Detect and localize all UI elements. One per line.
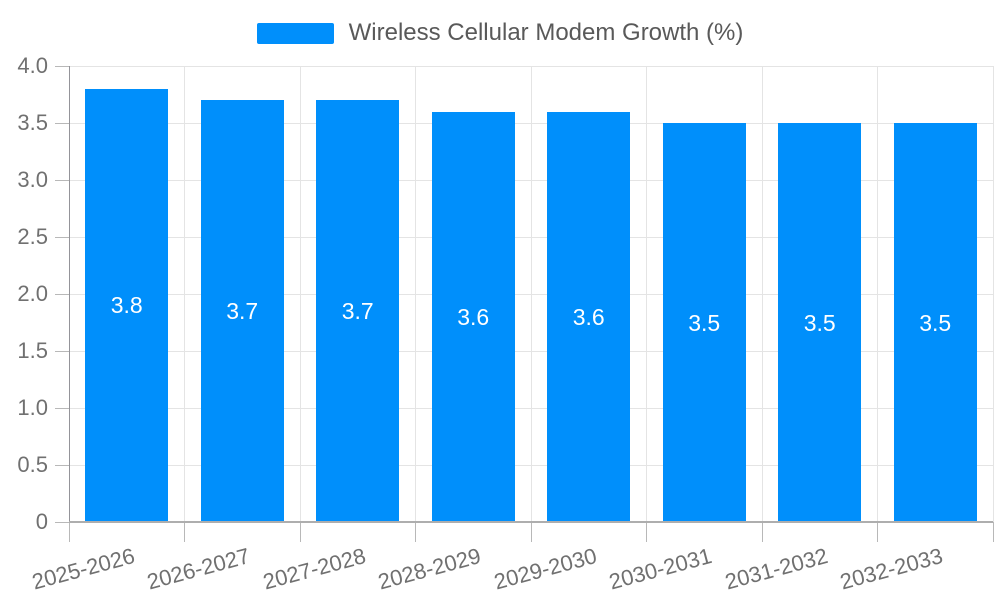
bar-value-label: 3.8: [110, 292, 143, 319]
x-tick: [530, 522, 532, 542]
y-axis-label: 3.5: [17, 110, 48, 135]
x-gridline: [415, 66, 416, 522]
x-gridline: [299, 66, 301, 522]
bar[interactable]: [778, 123, 862, 522]
bar-value-label: 3.7: [226, 298, 259, 325]
y-axis-label: 0: [35, 509, 48, 534]
x-gridline: [530, 66, 532, 522]
x-tick: [68, 522, 70, 542]
x-tick: [184, 522, 185, 542]
bar[interactable]: [85, 88, 169, 522]
bar-value-label: 3.5: [688, 309, 721, 336]
x-gridline: [646, 66, 647, 522]
y-tick: [55, 350, 69, 352]
bar[interactable]: [431, 111, 515, 522]
x-tick: [992, 522, 994, 542]
x-axis-label: 2027-2028: [259, 543, 368, 595]
x-axis-label: 2032-2033: [837, 543, 946, 595]
x-tick: [761, 522, 763, 542]
x-gridline: [992, 66, 994, 522]
x-gridline: [877, 66, 878, 522]
y-axis-label: 2.0: [17, 281, 48, 306]
bar[interactable]: [200, 100, 284, 522]
y-axis-label: 3.0: [17, 167, 48, 192]
bar-value-label: 3.6: [457, 303, 490, 330]
y-tick: [55, 293, 69, 295]
x-tick: [877, 522, 878, 542]
bar[interactable]: [316, 100, 400, 522]
x-axis-label: 2025-2026: [28, 543, 137, 595]
y-tick: [55, 464, 69, 466]
x-axis-label: 2031-2032: [721, 543, 830, 595]
y-axis-line: [68, 66, 70, 522]
y-tick: [55, 65, 69, 67]
bar-value-label: 3.7: [341, 298, 374, 325]
bar-value-label: 3.5: [919, 309, 952, 336]
y-axis-label: 0.5: [17, 452, 48, 477]
x-axis-label: 2026-2027: [144, 543, 253, 595]
x-axis-label: 2028-2029: [375, 543, 484, 595]
y-axis-label: 2.5: [17, 224, 48, 249]
x-axis-label: 2030-2031: [606, 543, 715, 595]
y-tick: [55, 407, 69, 409]
x-gridline: [761, 66, 763, 522]
y-tick: [55, 236, 69, 238]
x-axis-label: 2029-2030: [490, 543, 599, 595]
chart-legend[interactable]: Wireless Cellular Modem Growth (%): [0, 21, 1000, 45]
x-tick: [646, 522, 647, 542]
y-axis-label: 4.0: [17, 53, 48, 78]
y-axis-label: 1.5: [17, 338, 48, 363]
x-tick: [415, 522, 416, 542]
legend-label: Wireless Cellular Modem Growth (%): [348, 19, 744, 46]
x-gridline: [184, 66, 185, 522]
x-axis-line: [69, 521, 993, 523]
bar-value-label: 3.5: [803, 309, 836, 336]
y-axis-label: 1.0: [17, 395, 48, 420]
bar[interactable]: [662, 123, 746, 522]
bar-value-label: 3.6: [572, 303, 605, 330]
legend-marker: [256, 22, 334, 44]
bar[interactable]: [893, 123, 977, 522]
bar[interactable]: [547, 111, 631, 522]
x-tick: [299, 522, 301, 542]
y-tick: [55, 521, 69, 523]
y-tick: [55, 122, 69, 124]
y-tick: [55, 179, 69, 181]
